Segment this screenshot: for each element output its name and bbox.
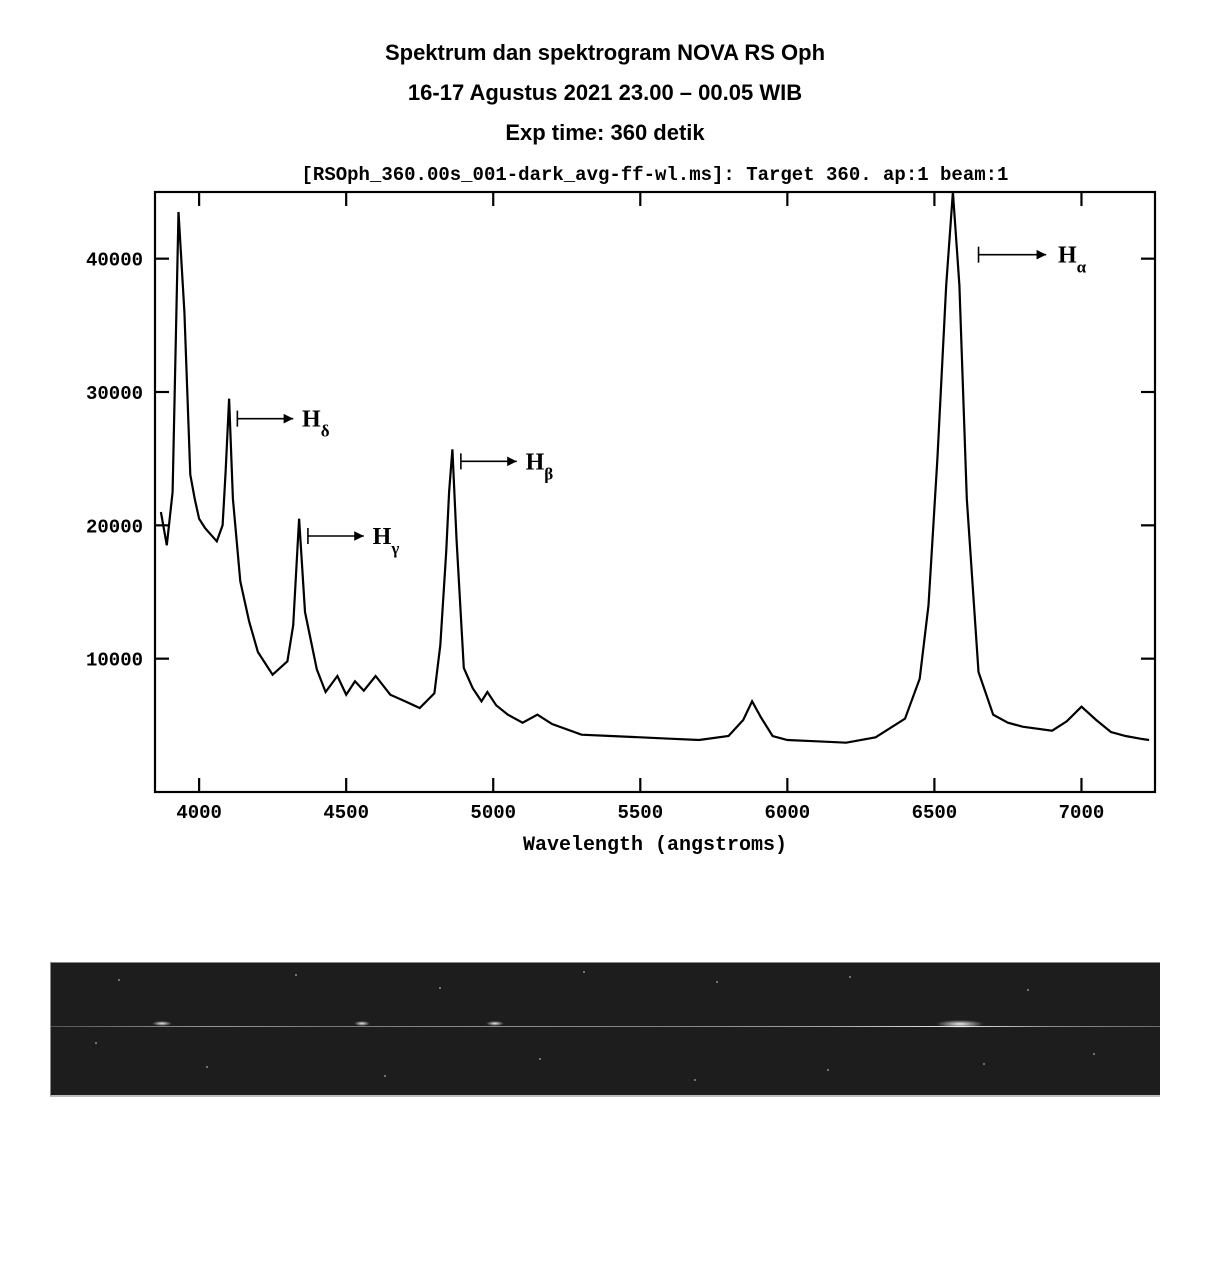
x-tick-label: 7000 [1059,802,1105,824]
x-tick-label: 5000 [470,802,516,824]
spectrogram-noise-dot [95,1042,97,1044]
spectrum-chart: [RSOph_360.00s_001-dark_avg-ff-wl.ms]: T… [45,152,1165,922]
title-line-1: Spektrum dan spektrogram NOVA RS Oph [20,40,1190,66]
title-line-3: Exp time: 360 detik [20,120,1190,146]
x-tick-label: 4000 [176,802,222,824]
y-tick-label: 30000 [86,383,143,405]
title-line-2: 16-17 Agustus 2021 23.00 – 00.05 WIB [20,80,1190,106]
title-block: Spektrum dan spektrogram NOVA RS Oph 16-… [20,40,1190,146]
spectrogram-noise-dot [384,1075,386,1077]
spectrogram-noise-dot [583,971,585,973]
x-axis-label: Wavelength (angstroms) [523,834,787,857]
page: Spektrum dan spektrogram NOVA RS Oph 16-… [0,0,1210,1157]
spectrogram-trace [51,1026,1160,1027]
spectrogram-noise-dot [439,987,441,989]
x-tick-label: 6000 [765,802,811,824]
x-tick-label: 4500 [323,802,369,824]
spectrogram-image [50,962,1160,1097]
spectrogram-noise-dot [1093,1053,1095,1055]
spectrogram-noise-dot [295,974,297,976]
spectrogram-noise-dot [849,976,851,978]
spectrogram-noise-dot [1027,989,1029,991]
x-tick-label: 5500 [617,802,663,824]
spectrum-svg: [RSOph_360.00s_001-dark_avg-ff-wl.ms]: T… [45,152,1165,922]
x-tick-label: 6500 [912,802,958,824]
spectrogram-noise-dot [716,981,718,983]
spectrogram-noise-dot [118,979,120,981]
spectrogram-noise-dot [827,1069,829,1071]
chart-caption: [RSOph_360.00s_001-dark_avg-ff-wl.ms]: T… [302,164,1009,186]
spectrogram-container [50,962,1160,1097]
spectrogram-bright-spot [936,1020,984,1028]
y-tick-label: 40000 [86,250,143,272]
spectrogram-noise-dot [206,1066,208,1068]
y-tick-label: 10000 [86,650,143,672]
spectrogram-noise-dot [694,1079,696,1081]
spectrogram-noise-dot [539,1058,541,1060]
spectrogram-noise-dot [983,1063,985,1065]
y-tick-label: 20000 [86,516,143,538]
